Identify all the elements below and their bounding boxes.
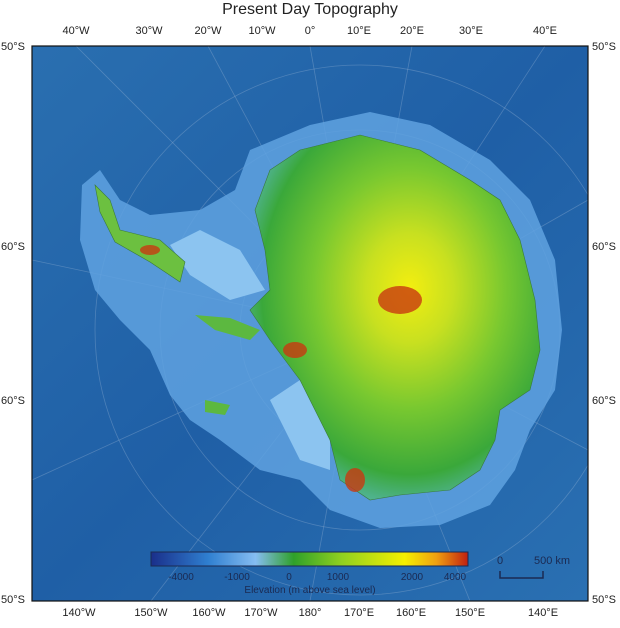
- colorbar-tick: -1000: [224, 572, 250, 583]
- lon-label-bottom: 170°W: [244, 607, 278, 619]
- lat-label-right: 50°S: [592, 41, 616, 53]
- lat-label-left: 60°S: [1, 241, 25, 253]
- lon-label-bottom: 180°: [298, 607, 322, 619]
- high-elevation-peaks: [140, 245, 422, 492]
- east-antarctica: [249, 134, 541, 501]
- colorbar-label: Elevation (m above sea level): [244, 585, 376, 596]
- scale-bar-end: 500 km: [533, 555, 571, 567]
- lon-label-top: 40°E: [533, 25, 557, 37]
- lat-label-right: 60°S: [592, 241, 616, 253]
- lon-label-bottom: 150°E: [454, 607, 486, 619]
- lon-label-bottom: 160°W: [192, 607, 226, 619]
- lon-label-bottom: 140°E: [527, 607, 559, 619]
- scale-bar: [499, 571, 544, 579]
- colorbar-tick: 4000: [443, 572, 467, 583]
- map-frame: [31, 45, 589, 602]
- lon-label-top: 20°E: [400, 25, 424, 37]
- lon-label-bottom: 140°W: [62, 607, 96, 619]
- lon-label-top: 40°W: [62, 25, 90, 37]
- lon-label-top: 30°E: [459, 25, 483, 37]
- lon-label-bottom: 170°E: [343, 607, 375, 619]
- colorbar-tick: -4000: [168, 572, 194, 583]
- colorbar-tick: 1000: [326, 572, 350, 583]
- colorbar-tick: 2000: [400, 572, 424, 583]
- colorbar-tick: 0: [286, 572, 292, 583]
- lon-label-top: 10°E: [347, 25, 371, 37]
- antarctic-peninsula: [94, 184, 186, 283]
- colorbar: [150, 551, 469, 567]
- lon-label-top: 30°W: [135, 25, 163, 37]
- ice-shelves: [170, 230, 330, 470]
- lon-label-bottom: 160°E: [395, 607, 427, 619]
- map-title: Present Day Topography: [222, 1, 398, 18]
- lat-label-left: 60°S: [1, 395, 25, 407]
- lat-label-left: 50°S: [1, 41, 25, 53]
- lat-label-right: 60°S: [592, 395, 616, 407]
- scale-bar-start: 0: [496, 555, 504, 567]
- lon-label-bottom: 150°W: [134, 607, 168, 619]
- lon-label-top: 10°W: [248, 25, 276, 37]
- lon-label-top: 0°: [304, 25, 316, 37]
- lat-label-right: 50°S: [592, 594, 616, 606]
- lat-label-left: 50°S: [1, 594, 25, 606]
- lon-label-top: 20°W: [194, 25, 222, 37]
